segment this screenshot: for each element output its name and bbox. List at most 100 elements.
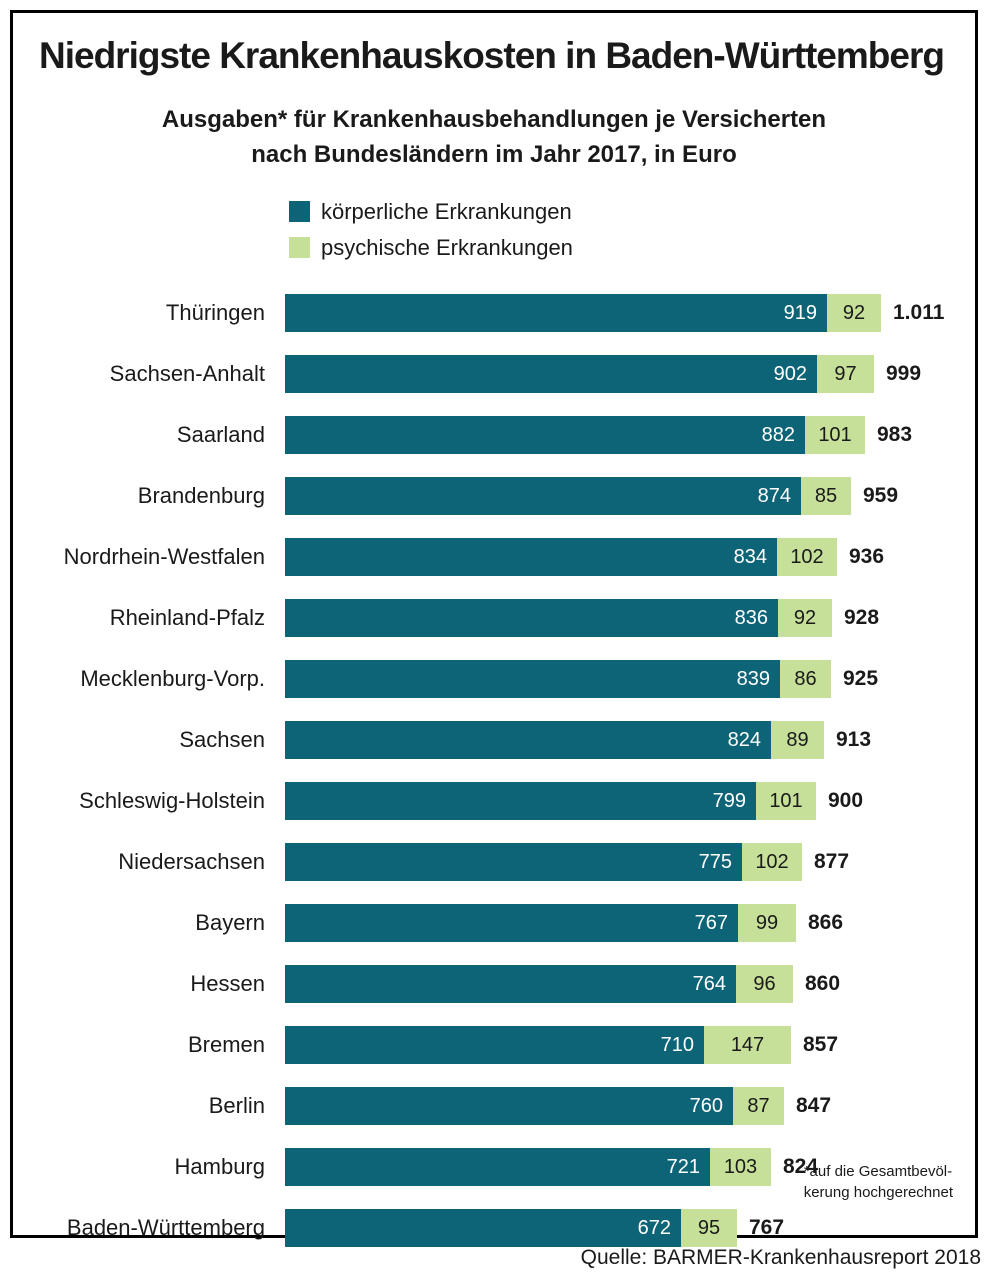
bar-segment-koerperlich: 672 [285, 1209, 681, 1248]
bar-value-psychisch: 85 [814, 484, 838, 507]
bar-segment-psychisch: 102 [777, 538, 837, 577]
legend-item-koerperliche-erkrankungen: körperliche Erkrankungen [289, 199, 975, 225]
bar-value-koerperlich: 902 [773, 362, 807, 385]
bar-total: 900 [828, 789, 864, 813]
bar-row: Nordrhein-Westfalen 834 102 936 [25, 527, 975, 588]
bar-track: 672 95 767 [285, 1209, 975, 1248]
bar-track: 824 89 913 [285, 721, 975, 760]
bar-segment-psychisch: 92 [778, 599, 832, 638]
bar-value-psychisch: 92 [842, 301, 866, 324]
legend-label-koerperlich: körperliche Erkrankungen [321, 198, 572, 224]
bar-track: 775 102 877 [285, 843, 975, 882]
bar-total: 928 [844, 606, 880, 630]
bar-total: 857 [803, 1033, 839, 1057]
bar-segment-koerperlich: 919 [285, 294, 827, 333]
bar-row-label: Berlin [208, 1093, 265, 1119]
bar-value-koerperlich: 836 [734, 606, 768, 629]
bar-value-psychisch: 101 [818, 423, 852, 446]
bar-segment-koerperlich: 710 [285, 1026, 704, 1065]
bar-value-koerperlich: 710 [660, 1033, 694, 1056]
chart-frame: Niedrigste Krankenhauskosten in Baden-Wü… [10, 10, 978, 1248]
bar-row-label: Baden-Württemberg [66, 1215, 265, 1241]
bar-track: 799 101 900 [285, 782, 975, 821]
source-credit: Quelle: BARMER-Krankenhausreport 2018 [580, 1246, 981, 1269]
footnote-line1: *auf die Gesamtbevöl- [803, 1163, 953, 1180]
bar-value-psychisch: 97 [834, 362, 857, 385]
bar-segment-psychisch: 87 [733, 1087, 784, 1126]
legend-swatch-psychisch-icon [289, 237, 310, 259]
bar-segment-koerperlich: 721 [285, 1148, 710, 1187]
bar-row-label: Rheinland-Pfalz [109, 605, 265, 631]
bar-row-label: Sachsen-Anhalt [109, 361, 265, 387]
bar-row: Saarland 882 101 983 [25, 405, 975, 466]
bar-track: 836 92 928 [285, 599, 975, 638]
bar-value-koerperlich: 799 [712, 789, 746, 812]
bar-track: 721 103 824 [285, 1148, 975, 1187]
chart-subtitle-line2: nach Bundesländern im Jahr 2017, in Euro [251, 140, 737, 168]
bar-total: 877 [814, 850, 850, 874]
bar-row: Sachsen 824 89 913 [25, 710, 975, 771]
bar-row-label: Sachsen [179, 727, 265, 753]
bar-row: Schleswig-Holstein 799 101 900 [25, 771, 975, 832]
bar-track: 834 102 936 [285, 538, 975, 577]
bar-total: 959 [863, 484, 899, 508]
bar-value-psychisch: 95 [697, 1216, 721, 1239]
bar-total: 767 [749, 1216, 785, 1240]
chart-title: Niedrigste Krankenhauskosten in Baden-Wü… [39, 35, 945, 76]
bar-total: 866 [808, 911, 844, 935]
bar-segment-koerperlich: 767 [285, 904, 738, 943]
bar-row: Hessen 764 96 860 [25, 954, 975, 1015]
bar-segment-psychisch: 102 [742, 843, 802, 882]
bar-row: Baden-Württemberg 672 95 767 [25, 1198, 975, 1259]
bar-total: 860 [805, 972, 841, 996]
bar-segment-psychisch: 103 [710, 1148, 771, 1187]
bar-value-koerperlich: 775 [698, 850, 732, 873]
bar-track: 764 96 860 [285, 965, 975, 1004]
bar-row: Berlin 760 87 847 [25, 1076, 975, 1137]
bar-row-label: Brandenburg [137, 483, 265, 509]
bar-total: 1.011 [893, 301, 945, 325]
chart-subtitle-line1: Ausgaben* für Krankenhausbehandlungen je… [161, 106, 827, 133]
bar-value-koerperlich: 672 [637, 1216, 671, 1239]
bar-segment-koerperlich: 902 [285, 355, 817, 394]
bar-row: Rheinland-Pfalz 836 92 928 [25, 588, 975, 649]
bar-row-label: Niedersachsen [118, 849, 265, 875]
bar-row: Sachsen-Anhalt 902 97 999 [25, 344, 975, 405]
bar-value-koerperlich: 764 [692, 972, 726, 995]
bar-row-label: Hessen [190, 971, 265, 997]
bar-value-koerperlich: 839 [736, 667, 770, 690]
bar-total: 913 [836, 728, 872, 752]
bar-row-label: Hamburg [174, 1154, 265, 1180]
bar-row: Mecklenburg-Vorp. 839 86 925 [25, 649, 975, 710]
bar-track: 882 101 983 [285, 416, 975, 455]
bar-segment-psychisch: 89 [771, 721, 824, 760]
bar-value-koerperlich: 919 [783, 301, 817, 324]
bar-value-psychisch: 101 [769, 789, 803, 812]
bar-segment-koerperlich: 799 [285, 782, 756, 821]
bar-chart: Thüringen 919 92 1.011 Sachsen-Anhalt 90… [13, 283, 975, 1259]
bar-value-koerperlich: 760 [689, 1094, 723, 1117]
bar-row: Thüringen 919 92 1.011 [25, 283, 975, 344]
legend: körperliche Erkrankungen psychische Erkr… [289, 199, 975, 261]
bar-total: 936 [849, 545, 885, 569]
bar-row: Bremen 710 147 857 [25, 1015, 975, 1076]
bar-value-psychisch: 86 [794, 667, 817, 690]
bar-total: 983 [877, 423, 913, 447]
bar-segment-koerperlich: 775 [285, 843, 742, 882]
legend-swatch-koerperlich-icon [289, 201, 310, 223]
bar-value-psychisch: 103 [723, 1155, 758, 1178]
bar-total: 999 [886, 362, 922, 386]
bar-total: 824 [783, 1155, 819, 1179]
bar-row: Bayern 767 99 866 [25, 893, 975, 954]
bar-track: 874 85 959 [285, 477, 975, 516]
bar-value-psychisch: 87 [747, 1094, 770, 1117]
bar-segment-koerperlich: 760 [285, 1087, 733, 1126]
bar-segment-psychisch: 92 [827, 294, 881, 333]
bar-total: 847 [796, 1094, 832, 1118]
footnote-line2: kerung hochgerechnet [803, 1184, 953, 1201]
bar-value-koerperlich: 874 [757, 484, 791, 507]
bar-track: 760 87 847 [285, 1087, 975, 1126]
bar-row: Hamburg 721 103 824 [25, 1137, 975, 1198]
bar-row-label: Schleswig-Holstein [79, 788, 265, 814]
bar-segment-psychisch: 95 [681, 1209, 737, 1248]
